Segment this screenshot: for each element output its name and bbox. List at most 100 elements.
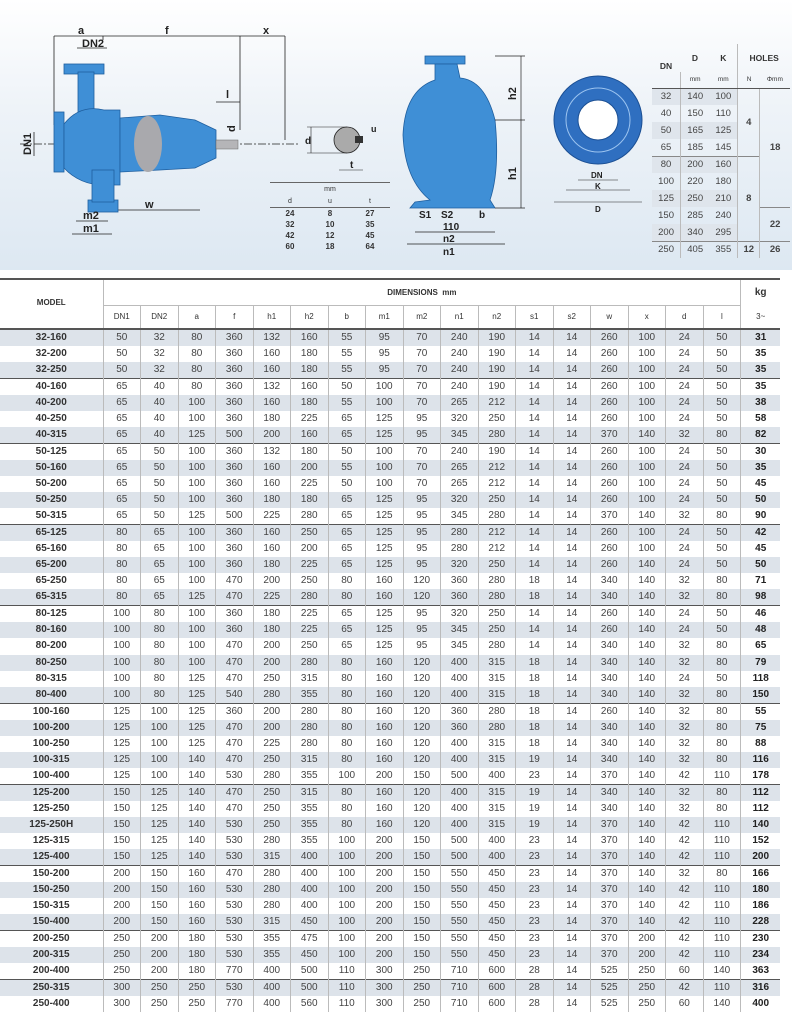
flange-table-cell: 80 [652, 155, 681, 173]
dimension-cell: 95 [365, 346, 403, 363]
dimension-cell: 14 [552, 329, 591, 346]
dimension-cell: 525 [590, 963, 628, 980]
dimension-cell: 14 [552, 605, 591, 623]
dimension-cell: 340 [590, 800, 628, 817]
dimension-cell: 260 [590, 395, 628, 412]
dimension-cell: 65 [327, 622, 366, 639]
key-table-cell: 12 [325, 230, 335, 240]
model-cell: 100-160 [0, 702, 103, 720]
dimension-cell: 470 [215, 638, 253, 655]
dimension-cell: 100 [177, 605, 216, 623]
weight-cell: 400 [740, 996, 781, 1012]
dimension-cell: 100 [627, 524, 666, 542]
model-cell: 80-160 [0, 622, 103, 639]
flange-table-cell: 210 [709, 190, 738, 207]
dimension-cell: 360 [215, 329, 253, 346]
dimension-cell: 24 [665, 476, 703, 493]
model-cell: 65-160 [35, 543, 67, 555]
table-row: 80-125 100 80 100 360 180 225 65 125 95 320 250 14 14… [0, 605, 781, 623]
dimension-cell: 250 [290, 524, 328, 542]
dimension-cell: 260 [590, 702, 628, 720]
dimension-cell: 710 [440, 996, 478, 1012]
table-row: 150-200 200 150 160 470 280 400 100 200 150 550 450… [0, 864, 781, 882]
dimension-cell: 360 [215, 622, 253, 639]
dimension-cell: 80 [140, 686, 178, 704]
dimension-cell: 80 [702, 702, 741, 720]
column-header: b [327, 305, 366, 330]
dimension-cell: 370 [590, 767, 628, 785]
dimension-cell: 340 [590, 719, 628, 736]
dimension-cell: 80 [702, 686, 741, 704]
dimension-cell: 530 [215, 897, 253, 914]
dimension-cell: 100 [627, 378, 666, 396]
flange-drawing: DN K D [553, 75, 643, 214]
dimension-cell: 32 [665, 686, 703, 704]
dimension-cell: 200 [252, 638, 291, 655]
dimension-cell: 32 [665, 508, 703, 525]
dimension-cell: 65 [140, 541, 178, 558]
dimension-cell: 212 [477, 541, 516, 558]
table-row: 80-200 100 80 100 470 200 250 65 125 95 345 280 14 14… [0, 638, 781, 655]
dimension-cell: 225 [252, 508, 291, 525]
dimension-cell: 400 [440, 686, 478, 704]
dimension-cell: 14 [552, 702, 591, 720]
dimension-cell: 14 [552, 395, 591, 412]
key-table-row: 24 8 27 [270, 208, 390, 219]
dimension-cell: 360 [215, 460, 253, 477]
dimension-cell: 345 [440, 508, 478, 525]
dimension-cell: 14 [515, 427, 553, 444]
flange-table-cell: 110 [715, 108, 731, 119]
dimension-cell: 50 [702, 557, 741, 574]
weight-cell: 90 [740, 508, 781, 525]
dimension-cell: 260 [590, 557, 628, 574]
dimension-cell: 200 [365, 881, 403, 898]
dimension-cell: 14 [552, 589, 591, 606]
flange-table-cell: 200 [652, 224, 681, 241]
dimension-cell: 50 [702, 411, 741, 428]
dimension-cell: 55 [327, 329, 366, 346]
dimension-cell: 315 [477, 816, 516, 833]
dimension-cell: 200 [252, 702, 291, 720]
dimension-cell: 280 [290, 719, 328, 736]
dimension-cell: 530 [215, 979, 253, 997]
dimension-cell: 530 [215, 929, 253, 947]
dimension-cell: 80 [327, 735, 366, 752]
dimension-cell: 140 [627, 848, 666, 866]
model-cell: 125-200 [0, 783, 103, 801]
dimension-cell: 160 [365, 751, 403, 768]
dimension-cell: 225 [252, 735, 291, 752]
dimension-cell: 40 [140, 411, 178, 428]
model-cell: 40-200 [0, 395, 103, 412]
weight-cell: 75 [740, 719, 781, 736]
dimension-cell: 100 [627, 411, 666, 428]
dimension-cell: 160 [365, 800, 403, 817]
dimension-cell: 24 [665, 460, 703, 477]
dimension-cell: 14 [552, 800, 591, 817]
dimension-cell: 14 [552, 654, 591, 671]
dimension-cell: 250 [477, 622, 516, 639]
dimension-cell: 14 [515, 362, 553, 379]
dimension-cell: 65 [140, 524, 178, 542]
dimension-cell: 180 [290, 492, 328, 509]
dimension-cell: 360 [440, 573, 478, 590]
dimension-cell: 360 [215, 702, 253, 720]
dimension-cell: 345 [440, 427, 478, 444]
dimension-cell: 132 [252, 443, 291, 461]
weight-cell: 150 [740, 686, 781, 704]
dimension-cell: 280 [290, 508, 328, 525]
dimension-cell: 70 [402, 476, 441, 493]
dimension-cell: 18 [515, 702, 553, 720]
dimension-cell: 100 [177, 460, 216, 477]
dimension-cell: 260 [590, 362, 628, 379]
dimension-cell: 14 [552, 508, 591, 525]
label-s2: S2 [441, 210, 454, 221]
model-cell: 50-125 [0, 443, 103, 461]
weight-cell: 45 [740, 476, 781, 493]
dimension-cell: 80 [177, 329, 216, 346]
model-cell: 40-315 [0, 427, 103, 444]
table-row: 50-125 65 50 100 360 132 180 50 100 70 240 190 14 14 2… [0, 443, 781, 461]
dimension-cell: 150 [140, 864, 178, 882]
key-table-cell: 64 [365, 241, 375, 251]
dimension-cell: 14 [515, 378, 553, 396]
